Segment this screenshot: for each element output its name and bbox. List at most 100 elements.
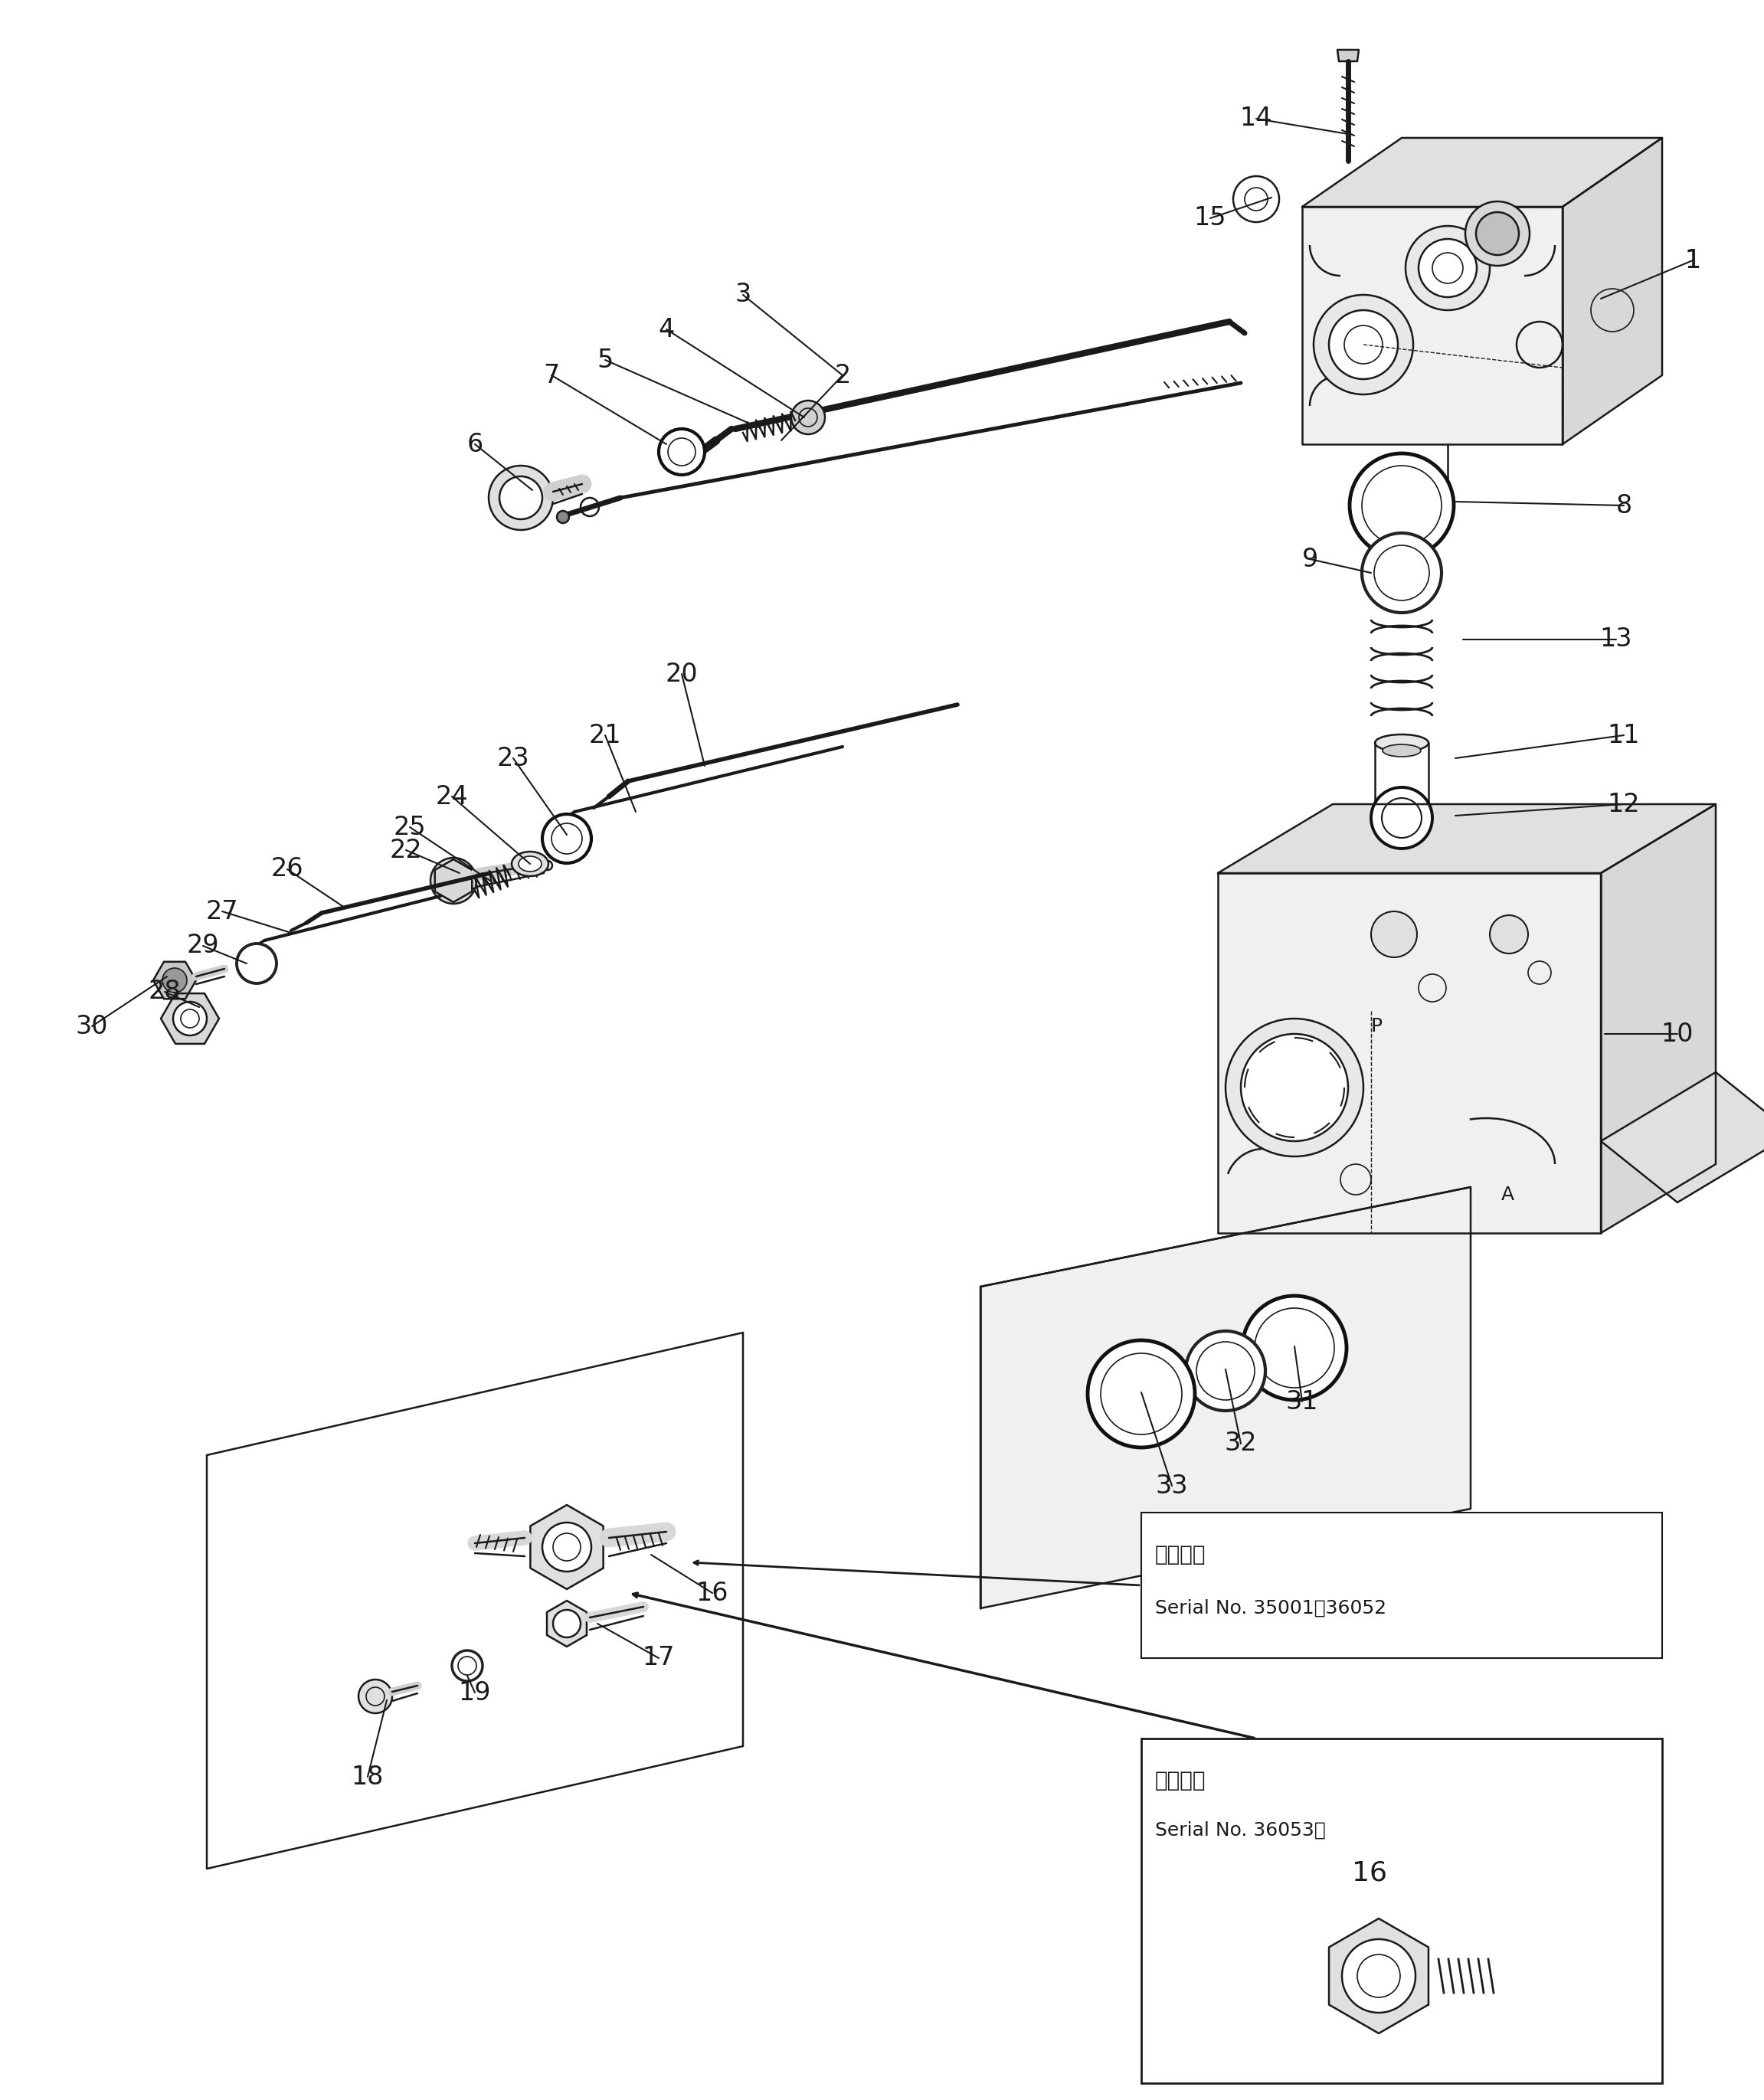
Circle shape xyxy=(1466,202,1529,267)
Text: 28: 28 xyxy=(148,979,182,1004)
Circle shape xyxy=(1349,454,1454,557)
Circle shape xyxy=(1362,533,1441,613)
Circle shape xyxy=(543,861,552,869)
Circle shape xyxy=(173,1002,206,1035)
Text: 9: 9 xyxy=(1302,546,1318,571)
Text: 32: 32 xyxy=(1224,1430,1258,1455)
Circle shape xyxy=(1406,227,1491,311)
Circle shape xyxy=(1381,798,1422,838)
Text: 19: 19 xyxy=(459,1680,490,1705)
Polygon shape xyxy=(1302,206,1563,445)
Ellipse shape xyxy=(1374,735,1429,752)
Text: 1: 1 xyxy=(1685,248,1700,273)
Text: 15: 15 xyxy=(1194,206,1226,231)
Polygon shape xyxy=(1337,50,1358,61)
Circle shape xyxy=(1233,176,1279,223)
Circle shape xyxy=(1328,311,1397,380)
Text: Serial No. 35001～36052: Serial No. 35001～36052 xyxy=(1155,1598,1387,1617)
Text: 30: 30 xyxy=(76,1014,108,1040)
Circle shape xyxy=(1185,1331,1265,1411)
Polygon shape xyxy=(153,962,196,1000)
Text: 24: 24 xyxy=(436,783,467,808)
Text: Serial No. 36053～: Serial No. 36053～ xyxy=(1155,1821,1327,1840)
Circle shape xyxy=(557,510,570,523)
Circle shape xyxy=(1088,1340,1194,1447)
Text: 16: 16 xyxy=(697,1581,729,1606)
Text: 5: 5 xyxy=(596,346,614,372)
Polygon shape xyxy=(981,1186,1471,1609)
Text: 18: 18 xyxy=(351,1764,385,1789)
Text: 25: 25 xyxy=(393,815,427,840)
Circle shape xyxy=(236,943,277,983)
Circle shape xyxy=(542,815,591,863)
Polygon shape xyxy=(1328,1919,1429,2033)
Polygon shape xyxy=(1217,804,1716,874)
Circle shape xyxy=(542,1522,591,1571)
Text: 11: 11 xyxy=(1607,722,1641,748)
Circle shape xyxy=(1242,1296,1346,1401)
Polygon shape xyxy=(547,1600,587,1646)
Polygon shape xyxy=(1390,819,1413,836)
Text: 8: 8 xyxy=(1616,494,1632,519)
Text: 22: 22 xyxy=(390,838,422,863)
Circle shape xyxy=(1371,911,1416,958)
Text: 7: 7 xyxy=(543,363,559,388)
Text: 3: 3 xyxy=(736,281,751,307)
Text: 1: 1 xyxy=(1685,248,1700,273)
Polygon shape xyxy=(1302,139,1662,206)
Ellipse shape xyxy=(519,857,542,871)
Circle shape xyxy=(554,1611,580,1638)
Polygon shape xyxy=(1217,874,1602,1233)
Circle shape xyxy=(1476,212,1519,254)
Circle shape xyxy=(658,428,704,475)
Circle shape xyxy=(162,968,187,993)
Circle shape xyxy=(1226,1018,1364,1157)
Text: 29: 29 xyxy=(187,932,219,958)
Polygon shape xyxy=(1602,1073,1764,1203)
Circle shape xyxy=(792,401,826,435)
Ellipse shape xyxy=(512,853,549,876)
Text: 31: 31 xyxy=(1286,1388,1318,1413)
Text: 33: 33 xyxy=(1155,1472,1189,1499)
Ellipse shape xyxy=(1374,811,1429,827)
Circle shape xyxy=(489,466,554,529)
Text: 12: 12 xyxy=(1607,792,1641,817)
FancyBboxPatch shape xyxy=(1141,1739,1662,2083)
Text: 4: 4 xyxy=(658,317,674,342)
Polygon shape xyxy=(1602,804,1716,1233)
Circle shape xyxy=(1371,788,1432,848)
Text: 10: 10 xyxy=(1662,1021,1693,1046)
Text: 16: 16 xyxy=(1351,1858,1387,1886)
Polygon shape xyxy=(161,993,219,1044)
Text: 13: 13 xyxy=(1600,628,1632,653)
Polygon shape xyxy=(1563,139,1662,445)
Circle shape xyxy=(1314,294,1413,395)
Circle shape xyxy=(430,857,476,903)
Polygon shape xyxy=(531,1506,603,1590)
Circle shape xyxy=(1418,239,1476,298)
Text: 26: 26 xyxy=(272,857,303,882)
Text: 20: 20 xyxy=(665,662,699,687)
Circle shape xyxy=(1342,1938,1415,2012)
Text: 2: 2 xyxy=(834,363,850,388)
Circle shape xyxy=(1491,916,1528,953)
Text: A: A xyxy=(1501,1186,1514,1203)
Text: 適用号機: 適用号機 xyxy=(1155,1770,1207,1791)
Text: 6: 6 xyxy=(467,433,483,458)
Text: 21: 21 xyxy=(589,722,621,748)
Circle shape xyxy=(358,1680,392,1714)
Text: 17: 17 xyxy=(642,1646,676,1672)
Text: P: P xyxy=(1371,1016,1383,1035)
FancyBboxPatch shape xyxy=(1141,1512,1662,1659)
Text: 適用号機: 適用号機 xyxy=(1155,1543,1207,1564)
Polygon shape xyxy=(436,859,473,903)
Circle shape xyxy=(580,498,600,517)
Circle shape xyxy=(1397,832,1406,840)
Text: 23: 23 xyxy=(497,746,529,771)
Circle shape xyxy=(499,477,542,519)
Circle shape xyxy=(452,1651,483,1682)
Circle shape xyxy=(1240,1033,1348,1140)
Ellipse shape xyxy=(1383,743,1420,756)
Text: 27: 27 xyxy=(206,899,238,924)
Text: 14: 14 xyxy=(1240,107,1272,132)
